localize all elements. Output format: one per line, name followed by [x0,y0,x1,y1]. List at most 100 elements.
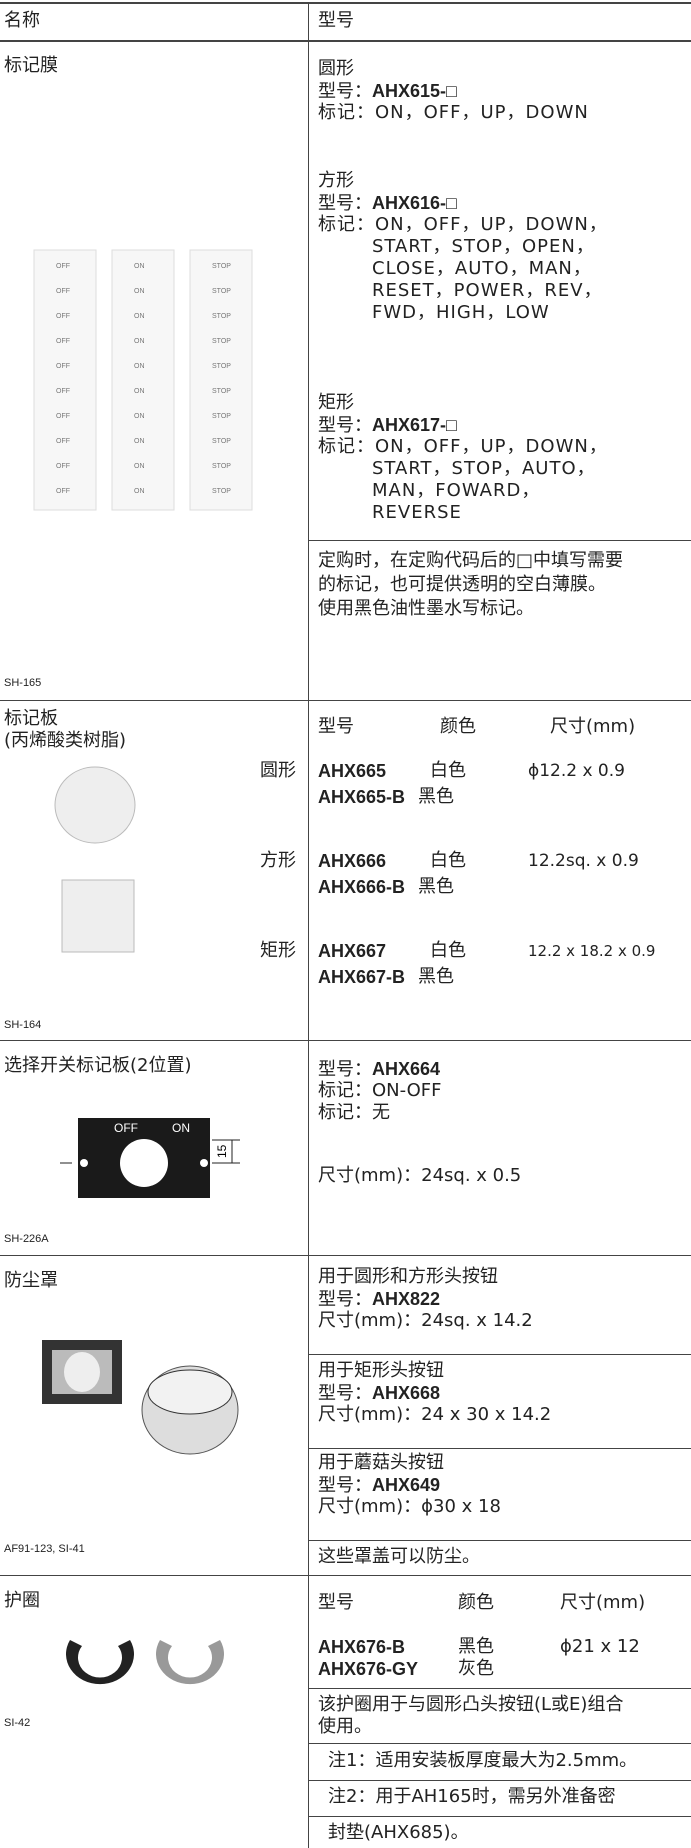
rule [0,1040,691,1041]
text: 选择开关标记板(2位置) [4,1055,192,1076]
color: 黑色 [418,876,454,898]
round-cover-top [147,1369,233,1415]
size: 尺寸(mm)：24sq. x 0.5 [318,1165,521,1187]
model-number: AHX668 [372,1383,441,1403]
strip-label: STOP [212,338,231,345]
image-code: SI-42 [4,1716,30,1730]
note: 使用黑色油性墨水写标记。 [318,598,534,620]
text: 标记： [318,102,375,123]
text: 用于矩形头按钮 [318,1360,444,1381]
shape-name: 矩形 [0,940,296,962]
column-header: 型号 [318,10,354,32]
model-number: AHX676-B [318,1636,405,1659]
text: AHX676-B [318,1637,406,1657]
shape-name: 圆形 [0,760,296,782]
text: FWD，HIGH，LOW [372,302,550,323]
color: 白色 [430,850,466,872]
text: 型号： [318,415,372,436]
color: 黑色 [418,966,454,988]
rule [308,1354,691,1355]
color: 黑色 [458,1636,494,1658]
text: 灰色 [458,1658,494,1679]
model-number: AHX667-B [318,966,405,989]
label-strip [189,249,253,511]
text: 型号： [318,1059,372,1080]
text: 12.2sq. x 0.9 [528,851,639,871]
text: 的标记，也可提供透明的空白薄膜。 [318,574,606,595]
plate-notch [80,1159,88,1167]
shape-name: 方形 [0,850,296,872]
rule [0,700,691,701]
model-number: AHX667 [318,940,386,963]
text: 颜色 [458,1592,494,1613]
model-number: AHX616-□ [372,193,457,213]
model-number: AHX615-□ [372,81,457,101]
text: AHX666 [318,851,387,871]
note: 的标记，也可提供透明的空白薄膜。 [318,574,606,596]
model-line: 型号：AHX668 [318,1382,440,1405]
text: 名称 [4,10,40,31]
text: 白色 [430,850,466,871]
rule [308,540,691,541]
black-guard-ring [66,1640,134,1685]
text: 圆形 [318,58,354,79]
image-code: SH-226A [4,1232,49,1246]
text: AHX665 [318,761,387,781]
text: 标记：ON-OFF [318,1080,442,1101]
text: AHX667-B [318,967,406,987]
rule [308,1780,691,1781]
text: 封垫(AHX685)。 [328,1822,469,1843]
text: AHX665-B [318,787,406,807]
rule [0,1575,691,1576]
model-line: 型号：AHX615-□ [318,80,457,103]
size: 尺寸(mm)：24sq. x 14.2 [318,1310,533,1332]
text: 黑色 [418,786,454,807]
label-strip [33,249,97,511]
description: 该护圈用于与圆形凸头按钮(L或E)组合 [318,1694,623,1716]
text: 方形 [260,850,296,871]
marks-line: 标记：无 [318,1102,390,1124]
strip-label: OFF [56,263,70,270]
text: 标记： [318,214,375,235]
size: ϕ12.2 x 0.9 [528,760,625,782]
marks: CLOSE，AUTO，MAN， [372,258,592,280]
size: 12.2 x 18.2 x 0.9 [528,940,655,962]
text: REVERSE [372,502,462,523]
text: 矩形 [260,940,296,961]
model-line: 型号：AHX664 [318,1058,440,1081]
text: AHX666-B [318,877,406,897]
text: 标记板 [4,708,58,729]
image-code: AF91-123, SI-41 [4,1542,85,1556]
model-number: AHX665 [318,760,386,783]
rule [308,1540,691,1541]
marks: ON，OFF，UP，DOWN， [375,436,608,457]
strip-label: ON [134,288,145,295]
plate-label: ON [172,1121,190,1135]
text: RESET，POWER，REV， [372,280,603,301]
color: 白色 [430,940,466,962]
usage: 用于圆形和方形头按钮 [318,1266,498,1288]
text: MAN，FOWARD， [372,480,541,501]
column-label: 型号 [318,1592,354,1614]
rule [308,1743,691,1744]
rule [0,40,691,42]
text: START，STOP，OPEN， [372,236,595,257]
text: 圆形 [260,760,296,781]
column-label: 颜色 [458,1592,494,1614]
color: 白色 [430,760,466,782]
text: AHX667 [318,941,387,961]
text: 黑色 [458,1636,494,1657]
text: 颜色 [440,716,476,737]
text: 型号： [318,1289,372,1310]
marks: RESET，POWER，REV， [372,280,603,302]
text: SI-42 [4,1717,31,1729]
column-label: 尺寸(mm) [550,716,635,738]
text: ϕ12.2 x 0.9 [528,761,625,781]
column-header: 名称 [4,10,40,32]
strip-label: STOP [212,288,231,295]
text: 白色 [430,760,466,781]
text: 护圈 [4,1590,40,1611]
strip-label: OFF [56,338,70,345]
model-line: 型号：AHX617-□ [318,414,457,437]
